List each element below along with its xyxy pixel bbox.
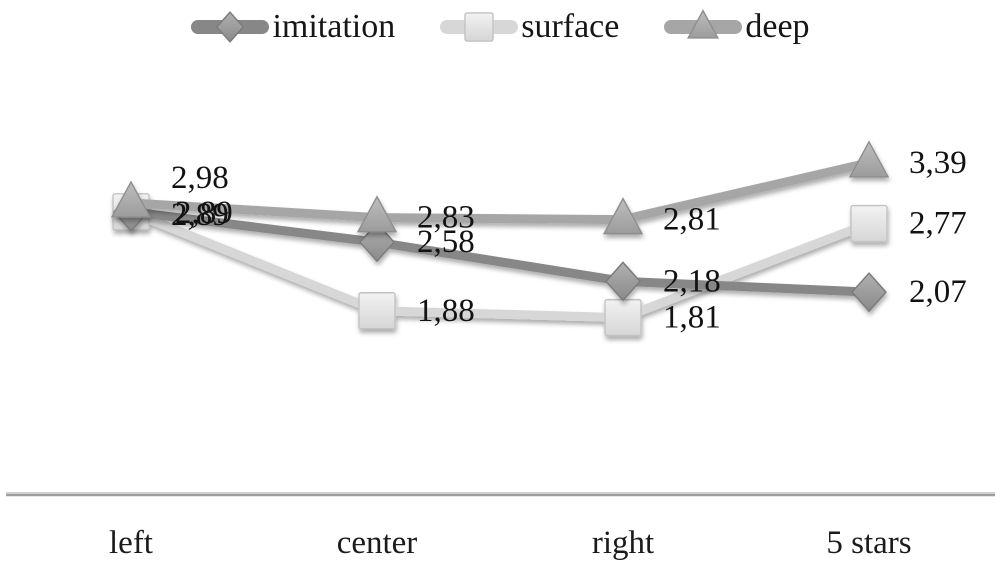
imitation-marker: [216, 11, 245, 43]
data-label-surface-left: 2,89: [175, 195, 233, 231]
data-label-imitation-5-stars: 2,07: [909, 274, 967, 310]
deep-marker: [687, 9, 720, 39]
legend-item-imitation: imitation: [190, 5, 395, 49]
deep-marker: [602, 197, 644, 235]
legend-item-surface: surface: [439, 5, 619, 49]
data-label-deep-5-stars: 3,39: [909, 145, 967, 181]
surface-line: [126, 207, 874, 323]
deep-marker: [110, 180, 152, 218]
data-label-deep-left: 2,98: [171, 160, 229, 196]
deep-marker: [848, 140, 890, 178]
x-axis-category-label: center: [337, 525, 418, 561]
data-label-imitation-left: 2,89: [171, 197, 229, 233]
imitation-legend-marker-icon: [191, 11, 270, 43]
imitation-line: [126, 207, 874, 297]
data-label-deep-right: 2,81: [663, 202, 721, 238]
legend-label-surface: surface: [521, 8, 620, 45]
data-label-surface-center: 1,88: [417, 293, 475, 329]
surface-marker: [464, 12, 494, 42]
x-axis-category-label: left: [109, 525, 153, 561]
surface-marker: [358, 292, 396, 330]
data-label-surface-5-stars: 2,77: [909, 206, 967, 242]
surface-legend-marker-icon: [440, 12, 519, 42]
surface-marker: [604, 298, 642, 337]
x-axis-category-label: right: [592, 525, 654, 561]
x-axis-category-label: 5 stars: [826, 525, 911, 561]
series-deep: [110, 140, 890, 235]
legend-label-deep: deep: [745, 8, 810, 45]
deep-marker: [356, 195, 398, 233]
data-label-surface-right: 1,81: [663, 300, 721, 336]
surface-marker: [850, 204, 888, 243]
imitation-marker: [851, 272, 887, 313]
data-label-imitation-right: 2,18: [663, 263, 721, 299]
deep-line: [126, 158, 874, 225]
data-label-deep-center: 2,83: [417, 200, 475, 236]
legend-item-deep: deep: [663, 5, 810, 49]
deep-legend-marker-icon: [664, 9, 743, 39]
legend-label-imitation: imitation: [272, 8, 396, 45]
imitation-marker: [605, 261, 641, 302]
imitation-marker: [359, 222, 395, 263]
data-label-imitation-center: 2,58: [417, 224, 475, 260]
chart-legend: imitation surface deep: [0, 0, 1000, 52]
